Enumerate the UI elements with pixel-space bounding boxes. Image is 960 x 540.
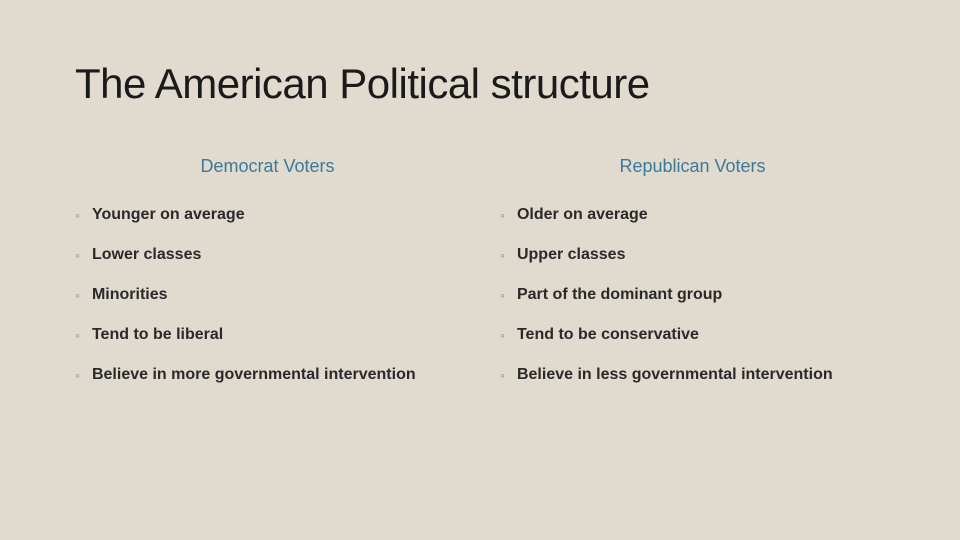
- bullet-text: Believe in less governmental interventio…: [517, 365, 833, 385]
- column-header-democrat: Democrat Voters: [75, 156, 460, 177]
- bullet-icon: ◦: [500, 365, 505, 385]
- list-item: ◦ Part of the dominant group: [500, 285, 885, 305]
- column-header-republican: Republican Voters: [500, 156, 885, 177]
- list-item: ◦ Upper classes: [500, 245, 885, 265]
- bullet-text: Lower classes: [92, 245, 201, 265]
- bullet-text: Younger on average: [92, 205, 245, 225]
- bullet-text: Tend to be conservative: [517, 325, 699, 345]
- bullet-icon: ◦: [75, 365, 80, 385]
- bullet-list-republican: ◦ Older on average ◦ Upper classes ◦ Par…: [500, 205, 885, 385]
- bullet-text: Tend to be liberal: [92, 325, 223, 345]
- list-item: ◦ Younger on average: [75, 205, 460, 225]
- bullet-icon: ◦: [500, 245, 505, 265]
- list-item: ◦ Believe in less governmental intervent…: [500, 365, 885, 385]
- column-republican: Republican Voters ◦ Older on average ◦ U…: [500, 156, 885, 405]
- bullet-icon: ◦: [500, 285, 505, 305]
- slide-title: The American Political structure: [75, 60, 885, 108]
- list-item: ◦ Lower classes: [75, 245, 460, 265]
- list-item: ◦ Older on average: [500, 205, 885, 225]
- list-item: ◦ Tend to be conservative: [500, 325, 885, 345]
- bullet-text: Older on average: [517, 205, 648, 225]
- bullet-icon: ◦: [75, 245, 80, 265]
- bullet-icon: ◦: [75, 285, 80, 305]
- bullet-icon: ◦: [500, 205, 505, 225]
- bullet-text: Minorities: [92, 285, 168, 305]
- list-item: ◦ Tend to be liberal: [75, 325, 460, 345]
- column-democrat: Democrat Voters ◦ Younger on average ◦ L…: [75, 156, 460, 405]
- bullet-icon: ◦: [500, 325, 505, 345]
- bullet-icon: ◦: [75, 205, 80, 225]
- bullet-text: Part of the dominant group: [517, 285, 722, 305]
- list-item: ◦ Believe in more governmental intervent…: [75, 365, 460, 385]
- columns-wrapper: Democrat Voters ◦ Younger on average ◦ L…: [75, 156, 885, 405]
- list-item: ◦ Minorities: [75, 285, 460, 305]
- bullet-text: Upper classes: [517, 245, 626, 265]
- slide-container: The American Political structure Democra…: [0, 0, 960, 540]
- bullet-icon: ◦: [75, 325, 80, 345]
- bullet-list-democrat: ◦ Younger on average ◦ Lower classes ◦ M…: [75, 205, 460, 385]
- bullet-text: Believe in more governmental interventio…: [92, 365, 416, 385]
